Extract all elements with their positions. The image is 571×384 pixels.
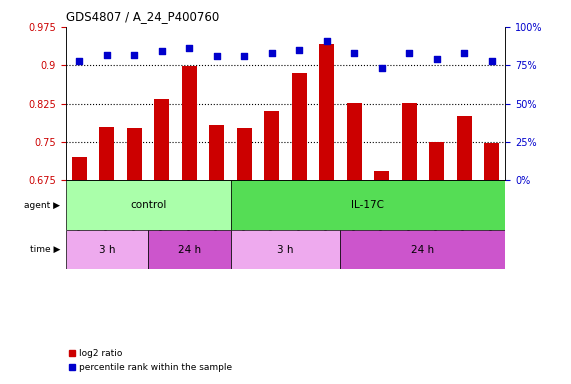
Bar: [374, 171, 389, 180]
Point: [267, 50, 276, 56]
Point: [130, 51, 139, 58]
Point: [349, 50, 359, 56]
Text: 24 h: 24 h: [411, 245, 435, 255]
Point: [295, 47, 304, 53]
Bar: [231, 230, 340, 269]
Point: [322, 38, 331, 44]
Bar: [429, 142, 444, 180]
Bar: [209, 125, 224, 180]
Point: [405, 50, 414, 56]
Point: [102, 51, 111, 58]
Point: [157, 48, 166, 55]
Bar: [457, 116, 472, 180]
Point: [432, 56, 441, 62]
Bar: [347, 103, 362, 180]
Text: control: control: [130, 200, 166, 210]
Text: agent ▶: agent ▶: [24, 201, 60, 210]
Bar: [148, 230, 231, 269]
Bar: [182, 66, 197, 180]
Bar: [66, 230, 148, 269]
Bar: [66, 180, 231, 230]
Bar: [340, 230, 505, 269]
Bar: [231, 180, 505, 230]
Bar: [484, 143, 499, 180]
Point: [460, 50, 469, 56]
Point: [487, 58, 496, 64]
Text: 3 h: 3 h: [99, 245, 115, 255]
Bar: [319, 44, 334, 180]
Legend: log2 ratio, percentile rank within the sample: log2 ratio, percentile rank within the s…: [66, 346, 236, 375]
Text: time ▶: time ▶: [30, 245, 60, 254]
Text: GDS4807 / A_24_P400760: GDS4807 / A_24_P400760: [66, 10, 219, 23]
Point: [377, 65, 386, 71]
Text: 24 h: 24 h: [178, 245, 201, 255]
Bar: [72, 157, 87, 180]
Bar: [292, 73, 307, 180]
Point: [185, 45, 194, 51]
Text: IL-17C: IL-17C: [351, 200, 384, 210]
Bar: [401, 103, 417, 180]
Bar: [237, 128, 252, 180]
Bar: [127, 128, 142, 180]
Point: [75, 58, 84, 64]
Bar: [154, 99, 170, 180]
Bar: [264, 111, 279, 180]
Point: [212, 53, 222, 59]
Point: [240, 53, 249, 59]
Bar: [99, 127, 114, 180]
Text: 3 h: 3 h: [278, 245, 293, 255]
